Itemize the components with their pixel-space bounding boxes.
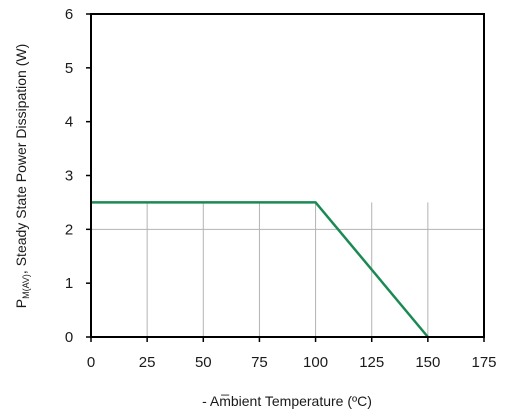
y-tick-label-4: 4 <box>65 114 73 131</box>
x-tick-label-100: 100 <box>303 354 328 371</box>
series-line-0 <box>91 201 429 338</box>
x-tick-label-75: 75 <box>251 354 268 371</box>
y-axis-label-subscript: M(AV) <box>21 274 31 299</box>
x-tick-label-0: 0 <box>87 354 95 371</box>
y-tick-label-3: 3 <box>65 168 73 185</box>
y-axis-label-prefix: P <box>13 299 29 308</box>
grid-layer <box>91 202 484 337</box>
y-tick-label-1: 1 <box>65 275 73 292</box>
x-tick-label-25: 25 <box>139 354 156 371</box>
series-layer <box>91 201 429 338</box>
y-tick-label-6: 6 <box>65 6 73 23</box>
y-axis-label-suffix: , Steady State Power Dissipation (W) <box>13 44 29 274</box>
x-tick-label-50: 50 <box>195 354 212 371</box>
plot-frame <box>90 13 485 338</box>
y-tick-label-2: 2 <box>65 221 73 238</box>
x-tick-label-175: 175 <box>471 354 496 371</box>
x-tick-label-125: 125 <box>359 354 384 371</box>
x-axis-label: - Am̅bient Temperature (ºC) <box>202 393 372 409</box>
y-tick-label-0: 0 <box>65 329 73 346</box>
x-tick-label-150: 150 <box>415 354 440 371</box>
tick-layer: 0 25 50 75 100 125 150 175 0 1 2 3 4 5 6 <box>65 6 497 371</box>
y-tick-label-5: 5 <box>65 60 73 77</box>
y-axis-label: PM(AV), Steady State Power Dissipation (… <box>13 44 31 309</box>
